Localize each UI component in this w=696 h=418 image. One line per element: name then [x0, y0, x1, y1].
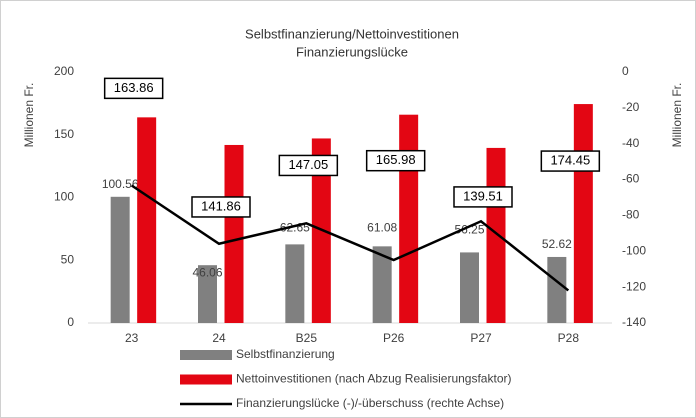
bar — [399, 114, 419, 323]
data-label: 100.56 — [102, 177, 139, 191]
data-label: 163.86 — [114, 80, 154, 95]
bar — [486, 147, 506, 323]
bar — [110, 196, 130, 323]
legend-label: Nettoinvestitionen (nach Abzug Realisier… — [236, 372, 511, 386]
bar — [137, 117, 157, 323]
x-tick-label: 24 — [212, 331, 226, 345]
y2-axis-label: Millionen Fr. — [670, 83, 684, 148]
data-label-box — [365, 149, 426, 172]
data-label: 61.08 — [367, 221, 397, 235]
bar — [547, 256, 567, 323]
x-tick-label: B25 — [296, 331, 318, 345]
data-label-box — [191, 196, 251, 218]
bar — [573, 104, 593, 323]
y-tick-label: 200 — [54, 64, 74, 78]
data-label-box — [540, 150, 601, 172]
x-tick-label: P26 — [383, 331, 405, 345]
y-tick-label: 150 — [54, 127, 74, 141]
data-label: 52.62 — [542, 237, 572, 251]
y-tick-label: 50 — [61, 252, 75, 266]
chart-title: Selbstfinanzierung/Nettoinvestitionen — [245, 26, 459, 41]
data-label-box — [278, 154, 339, 177]
y2-tick-label: -100 — [622, 243, 646, 257]
data-label: 165.98 — [376, 152, 416, 167]
y2-tick-label: -140 — [622, 315, 646, 329]
y2-tick-label: 0 — [622, 64, 629, 78]
data-label: 174.45 — [550, 153, 590, 168]
data-label: 141.86 — [201, 198, 241, 213]
bar — [224, 144, 244, 323]
y2-tick-label: -20 — [622, 100, 640, 114]
legend-label: Selbstfinanzierung — [236, 347, 335, 361]
data-label-box — [453, 186, 513, 208]
y-tick-label: 0 — [67, 315, 74, 329]
legend-swatch — [180, 374, 232, 385]
data-label: 147.05 — [288, 157, 328, 172]
y2-tick-label: -40 — [622, 136, 640, 150]
y-axis-label: Millionen Fr. — [22, 83, 36, 148]
bar — [198, 265, 217, 323]
y2-tick-label: -120 — [622, 279, 646, 293]
bar — [372, 246, 392, 323]
y-tick-label: 100 — [54, 190, 74, 204]
bar — [285, 244, 305, 323]
data-label-box — [103, 77, 164, 100]
x-tick-label: P27 — [470, 331, 492, 345]
x-tick-label: 23 — [125, 331, 139, 345]
y2-tick-label: -80 — [622, 208, 640, 222]
data-label: 46.06 — [192, 265, 222, 279]
x-tick-label: P28 — [558, 331, 580, 345]
data-label: 56.25 — [454, 223, 484, 237]
y2-tick-label: -60 — [622, 172, 640, 186]
bar — [460, 252, 479, 323]
legend-label: Finanzierungslücke (-)/-überschuss (rech… — [236, 396, 504, 410]
line — [130, 184, 570, 292]
chart-subtitle: Finanzierungslücke — [296, 44, 408, 59]
data-label: 139.51 — [463, 188, 503, 203]
legend-swatch — [180, 350, 232, 360]
